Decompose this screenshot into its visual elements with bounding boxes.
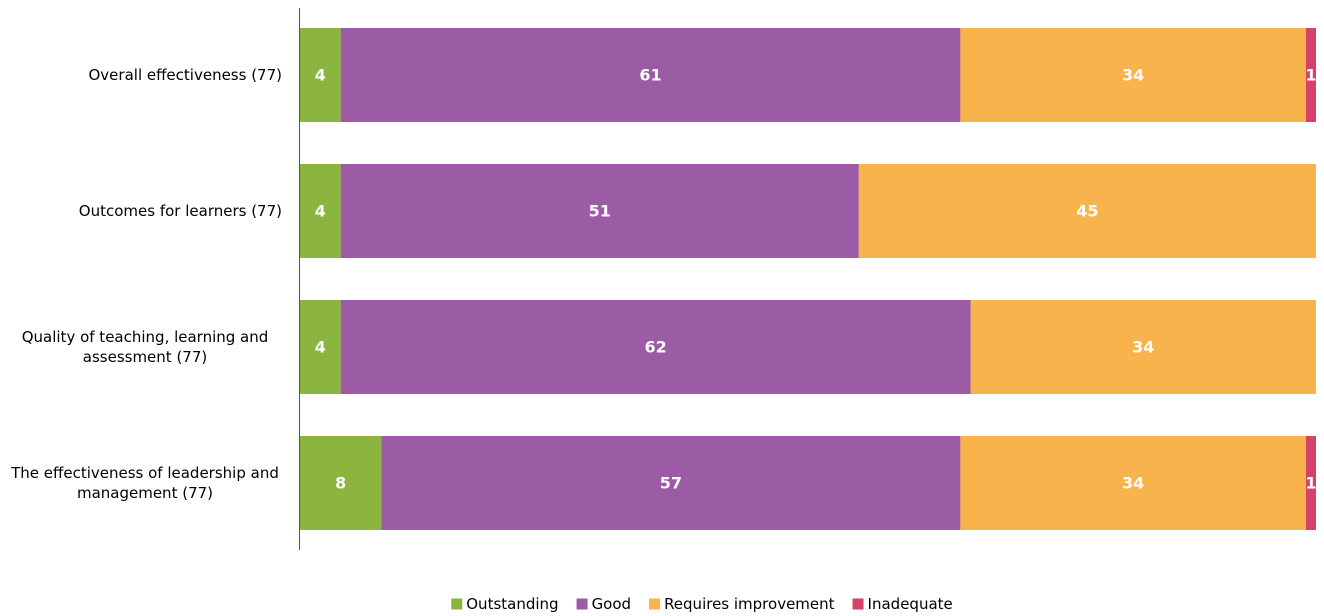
bar-segment [340, 28, 961, 122]
category-labels-layer: Overall effectiveness (77) Outcomes for l… [10, 66, 282, 502]
data-label: 1 [1305, 66, 1316, 85]
bar-segment [340, 300, 971, 394]
data-label: 1 [1305, 474, 1316, 493]
bar-segment [300, 436, 382, 530]
data-label: 8 [335, 474, 346, 493]
bar-segment [381, 436, 961, 530]
data-label: 57 [660, 474, 682, 493]
legend-label: Requires improvement [664, 595, 835, 613]
data-label: 4 [315, 202, 326, 221]
data-label: 34 [1132, 338, 1154, 357]
data-label: 4 [315, 66, 326, 85]
category-label: Quality of teaching, learning and assessm… [22, 328, 269, 366]
data-label: 4 [315, 338, 326, 357]
legend-swatch [649, 598, 661, 610]
bar-segment [858, 164, 1316, 258]
data-label: 62 [644, 338, 666, 357]
legend: Outstanding Good Requires improvement Inade… [451, 595, 953, 613]
legend-swatch [451, 598, 463, 610]
data-label: 0 [1316, 338, 1324, 357]
legend-label: Good [592, 595, 632, 613]
data-label: 34 [1122, 474, 1144, 493]
bar-segment [340, 164, 859, 258]
bar-segment [960, 28, 1306, 122]
legend-swatch [576, 598, 588, 610]
category-label: The effectiveness of leadership and manag… [10, 464, 279, 502]
bar-segment [960, 436, 1306, 530]
data-label: 34 [1122, 66, 1144, 85]
data-labels-layer: 4 61 34 1 4 51 45 0 4 62 34 0 8 57 34 1 [315, 66, 1324, 493]
category-label: Outcomes for learners (77) [79, 202, 282, 220]
data-label: 51 [589, 202, 611, 221]
bar-segment [300, 28, 341, 122]
bars-layer [300, 28, 1316, 530]
bar-segment [1305, 28, 1316, 122]
bar-segment [300, 164, 341, 258]
data-label: 45 [1076, 202, 1098, 221]
category-label: Overall effectiveness (77) [89, 66, 283, 84]
bar-segment [300, 300, 341, 394]
bar-segment [970, 300, 1316, 394]
legend-label: Outstanding [466, 595, 558, 613]
bar-segment [1305, 436, 1316, 530]
legend-label: Inadequate [868, 595, 953, 613]
data-label: 0 [1316, 202, 1324, 221]
legend-swatch [852, 598, 864, 610]
data-label: 61 [639, 66, 661, 85]
